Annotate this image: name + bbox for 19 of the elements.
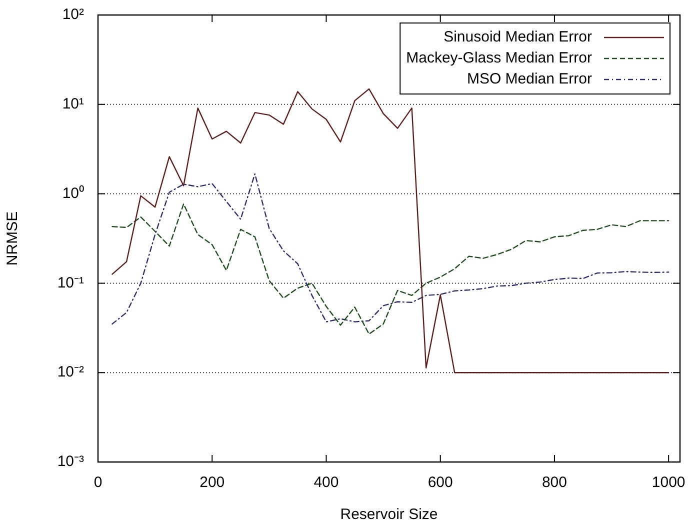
x-tick-label: 0	[94, 474, 102, 492]
y-tick-label: 10⁻³	[57, 453, 84, 470]
y-axis-title: NRMSE	[4, 211, 22, 266]
line-series	[112, 203, 670, 335]
legend-label: Sinusoid Median Error	[444, 28, 592, 46]
x-tick-label: 400	[314, 474, 339, 492]
y-tick-label: 10⁰	[62, 184, 84, 202]
legend-label: MSO Median Error	[466, 70, 592, 88]
x-tick-label: 200	[200, 474, 225, 492]
legend-label: Mackey-Glass Median Error	[406, 50, 592, 67]
x-tick-label: 1000	[652, 474, 686, 492]
x-axis-title: Reservoir Size	[340, 506, 438, 524]
x-tick-label: 800	[542, 474, 567, 492]
y-tick-label: 10⁻¹	[57, 274, 84, 292]
y-tick-label: 10⁻²	[57, 364, 84, 381]
line-series	[112, 173, 670, 325]
y-tick-label: 10²	[62, 6, 84, 24]
y-tick-label: 10¹	[62, 96, 84, 113]
x-tick-label: 600	[428, 474, 453, 492]
